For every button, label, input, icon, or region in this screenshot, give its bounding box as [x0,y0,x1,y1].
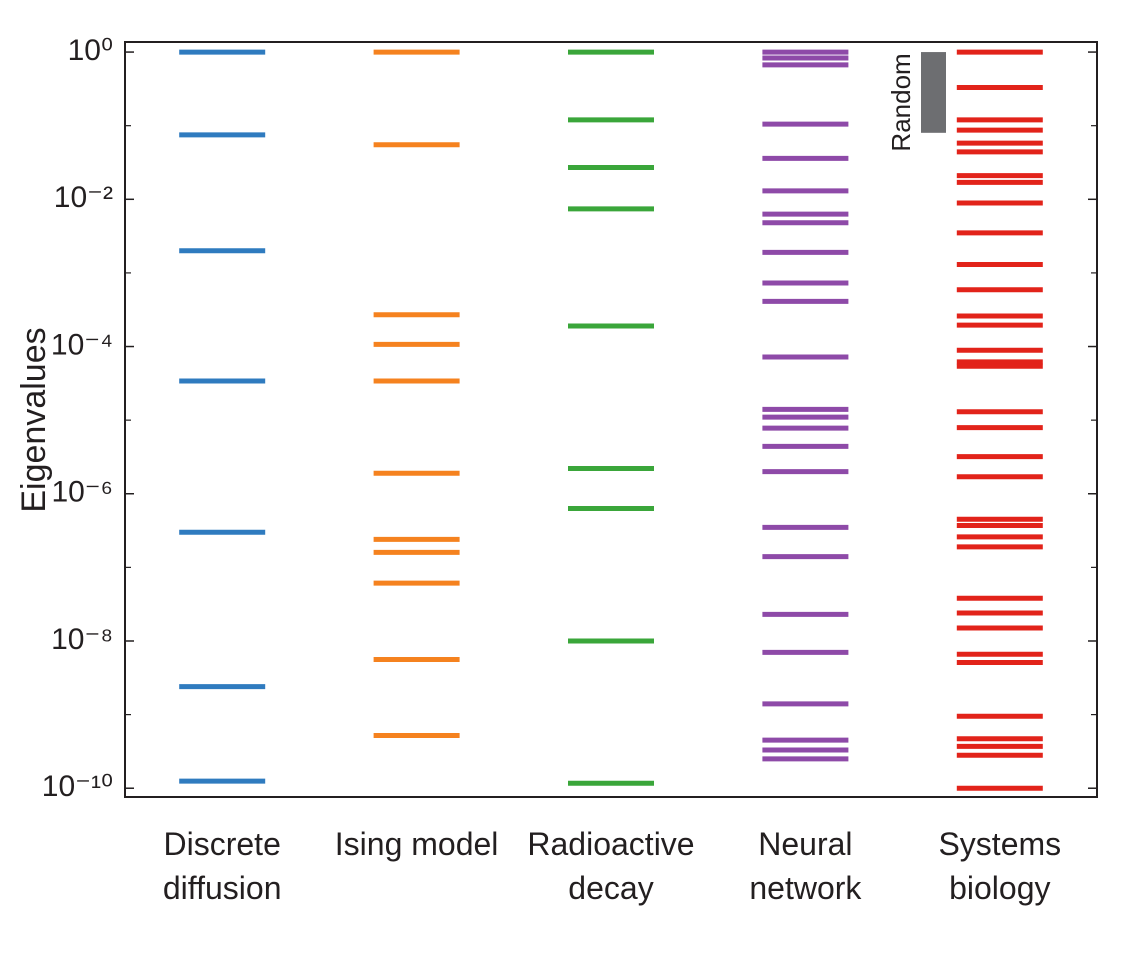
y-tick-label: 10⁻¹⁰ [42,770,113,803]
plot-frame [124,41,1098,798]
y-tick-label: 10⁻² [54,181,113,214]
x-category-label: Ising model [334,826,499,862]
y-tick-label: 10⁻⁸ [51,623,113,656]
x-category-label: Neural network [749,826,862,906]
y-tick-label: 10⁻⁶ [51,476,113,509]
y-axis-label: Eigenvalues [15,327,53,512]
x-category-label: Systems biology [938,826,1062,906]
y-tick-label: 10⁻⁴ [51,328,113,361]
random-label: Random [886,53,916,151]
x-category-label: Discrete diffusion [162,826,282,906]
random-range-bar [921,52,946,133]
y-tick-label: 10⁰ [68,34,113,67]
x-category-label: Radioactive decay [527,826,695,906]
